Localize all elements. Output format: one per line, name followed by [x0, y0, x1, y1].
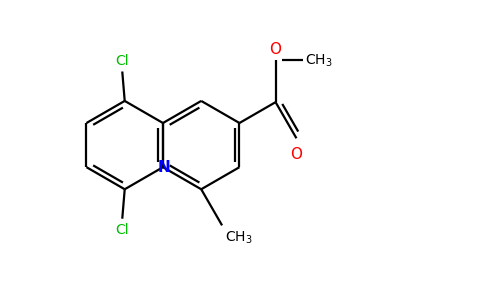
Text: Cl: Cl [116, 54, 129, 68]
Text: Cl: Cl [116, 223, 129, 237]
Text: O: O [290, 147, 302, 162]
Text: N: N [158, 160, 170, 175]
Text: CH$_3$: CH$_3$ [305, 52, 333, 69]
Text: O: O [270, 41, 282, 56]
Text: CH$_3$: CH$_3$ [225, 229, 252, 246]
